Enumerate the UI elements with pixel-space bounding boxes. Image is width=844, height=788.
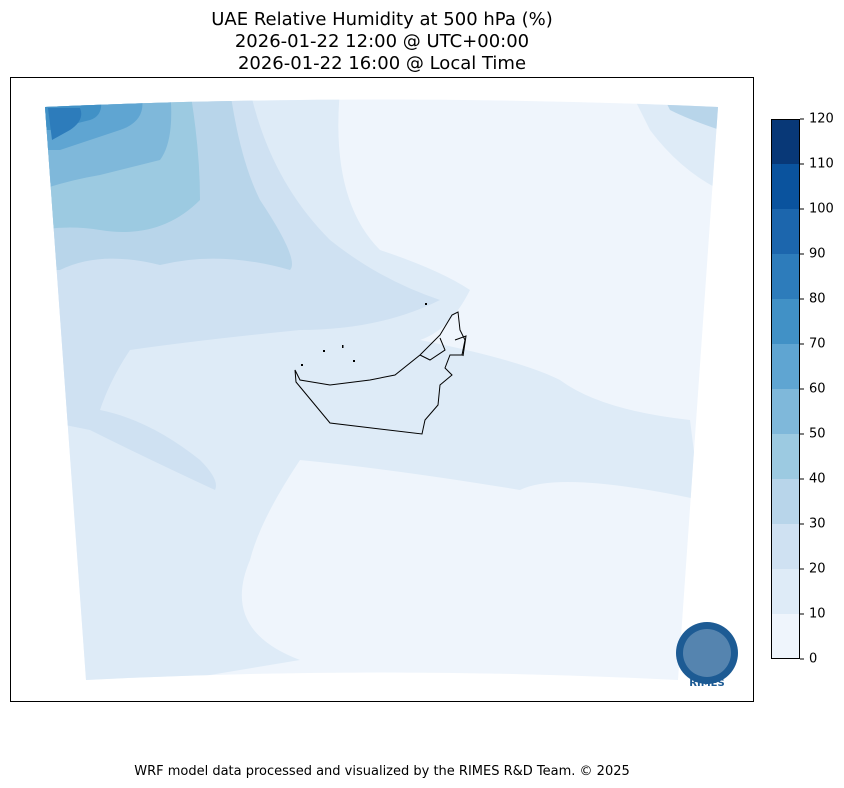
colorbar-tick-label: 40 [809, 472, 826, 487]
title-line: 2026-01-22 16:00 @ Local Time [238, 53, 526, 74]
colorbar-bin [771, 344, 800, 389]
colorbar-tick-label: 0 [809, 652, 817, 667]
colorbar-tick-label: 70 [809, 337, 826, 352]
colorbar-bin [771, 614, 800, 659]
logo-circle [676, 622, 738, 684]
footer: WRF model data processed and visualized … [134, 764, 630, 779]
colorbar-bin [771, 434, 800, 479]
colorbar-tick-label: 80 [809, 292, 826, 307]
colorbar-bin [771, 389, 800, 434]
map-frame [10, 77, 754, 702]
logo-text: RIMES [689, 678, 724, 689]
colorbar-tick-label: 30 [809, 517, 826, 532]
colorbar-tick-label: 50 [809, 427, 826, 442]
colorbar-bin [771, 119, 800, 164]
colorbar-bin [771, 479, 800, 524]
colorbar-tick-label: 110 [809, 157, 834, 172]
colorbar-bin [771, 569, 800, 614]
logo-circle [683, 629, 731, 677]
colorbar-bin [771, 209, 800, 254]
colorbar-tick-label: 10 [809, 607, 826, 622]
colorbar-tick-label: 20 [809, 562, 826, 577]
colorbar-tick-label: 60 [809, 382, 826, 397]
colorbar-tick-label: 120 [809, 112, 834, 127]
logo: RIMES [676, 622, 738, 689]
colorbar: 0 10 20 30 40 50 60 70 80 90 100 110 120 [771, 112, 834, 667]
map: RIMES [10, 77, 754, 702]
uae-border [294, 311, 467, 435]
colorbar-bin [771, 524, 800, 569]
colorbar-bin [771, 299, 800, 344]
colorbar-bin [771, 254, 800, 299]
islands [301, 303, 427, 366]
colorbar-frame [771, 119, 800, 659]
title-line: 2026-01-22 12:00 @ UTC+00:00 [235, 31, 529, 52]
colorbar-tick-label: 90 [809, 247, 826, 262]
colorbar-bin [771, 164, 800, 209]
colorbar-tick-label: 100 [809, 202, 834, 217]
humidity-band [48, 108, 82, 140]
title-line: UAE Relative Humidity at 500 hPa (%) [211, 9, 552, 30]
